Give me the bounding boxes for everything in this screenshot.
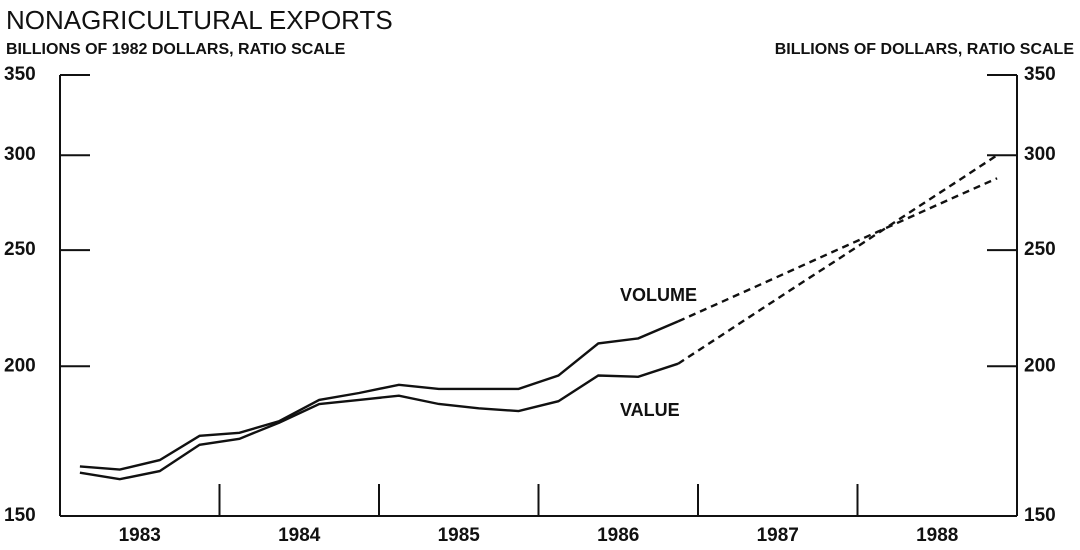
x-tick-label: 1987	[757, 525, 799, 546]
y2-tick-label: 250	[1024, 239, 1056, 260]
chart-title: NONAGRICULTURAL EXPORTS	[6, 5, 393, 35]
annotation: VOLUME	[620, 285, 697, 305]
y2-tick-label: 350	[1024, 64, 1056, 85]
x-tick-label: 1986	[597, 525, 639, 546]
x-tick-label: 1988	[916, 525, 958, 546]
y2-axis-label: BILLIONS OF DOLLARS, RATIO SCALE	[775, 41, 1075, 58]
y-tick-label: 200	[4, 355, 36, 376]
series-line	[677, 154, 998, 365]
series-line	[79, 362, 679, 481]
series-line	[677, 177, 998, 323]
x-tick-label: 1983	[119, 525, 161, 546]
y-tick-label: 150	[4, 505, 36, 526]
y-tick-label: 250	[4, 239, 36, 260]
y2-tick-label: 150	[1024, 505, 1056, 526]
x-tick-label: 1984	[278, 525, 321, 546]
series-line	[79, 320, 679, 471]
x-tick-label: 1985	[438, 525, 481, 546]
y2-tick-label: 200	[1024, 355, 1056, 376]
y2-tick-label: 300	[1024, 144, 1056, 165]
y-tick-label: 300	[4, 144, 36, 165]
annotation: VALUE	[620, 400, 680, 420]
y-axis-label: BILLIONS OF 1982 DOLLARS, RATIO SCALE	[6, 41, 346, 58]
y-tick-label: 350	[4, 64, 36, 85]
